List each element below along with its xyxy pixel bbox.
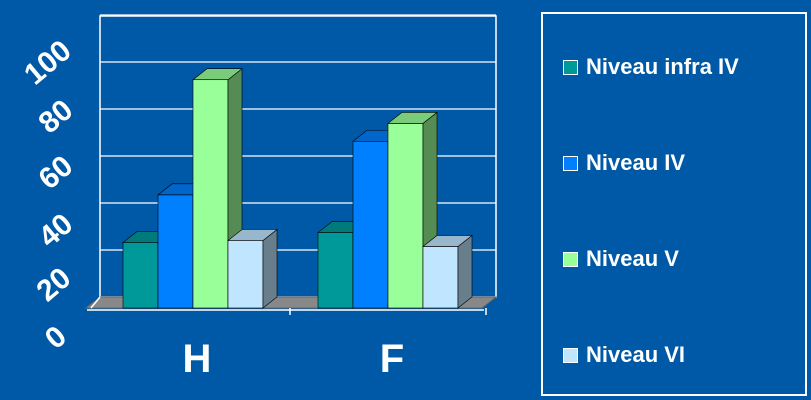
- legend-item: Niveau V: [563, 246, 679, 272]
- bar-front: [157, 194, 194, 309]
- legend-item: Niveau infra IV: [563, 54, 739, 80]
- bar-front: [352, 140, 389, 309]
- y-tick-label: 0: [39, 320, 73, 356]
- legend-label: Niveau IV: [586, 150, 686, 175]
- legend-item: Niveau VI: [563, 342, 685, 368]
- x-tick-label: H: [183, 337, 212, 381]
- bar-front: [122, 242, 159, 309]
- legend-label: Niveau VI: [586, 342, 686, 367]
- floor-edge: [90, 296, 101, 309]
- y-tick-label: 100: [18, 34, 78, 91]
- legend-item: Niveau IV: [563, 150, 685, 176]
- bar: [192, 68, 243, 309]
- bar-front: [422, 246, 459, 309]
- bar-front: [317, 232, 354, 309]
- bar-front: [192, 79, 229, 309]
- y-tick-label: 60: [33, 149, 80, 196]
- bar-side: [262, 228, 278, 309]
- legend-label: Niveau V: [586, 246, 679, 271]
- bar-front: [387, 123, 424, 309]
- bar-top: [227, 229, 278, 241]
- x-tick-label: F: [380, 337, 404, 381]
- bar-top: [387, 112, 438, 124]
- legend-label: Niveau infra IV: [586, 54, 739, 79]
- legend-swatch: [563, 155, 578, 171]
- legend-swatch: [563, 347, 578, 363]
- bar-side: [457, 234, 473, 309]
- bar-top: [192, 68, 243, 81]
- bar: [422, 234, 473, 309]
- legend-swatch: [563, 59, 578, 75]
- bar-front: [227, 240, 264, 309]
- legend-swatch: [563, 251, 578, 267]
- y-tick-label: 80: [33, 93, 80, 140]
- bar-top: [422, 235, 473, 247]
- y-tick-label: 20: [31, 261, 78, 308]
- legend: Niveau infra IV Niveau IV Niveau V Nivea…: [541, 12, 807, 396]
- bar: [227, 228, 278, 309]
- y-tick-label: 40: [33, 207, 80, 254]
